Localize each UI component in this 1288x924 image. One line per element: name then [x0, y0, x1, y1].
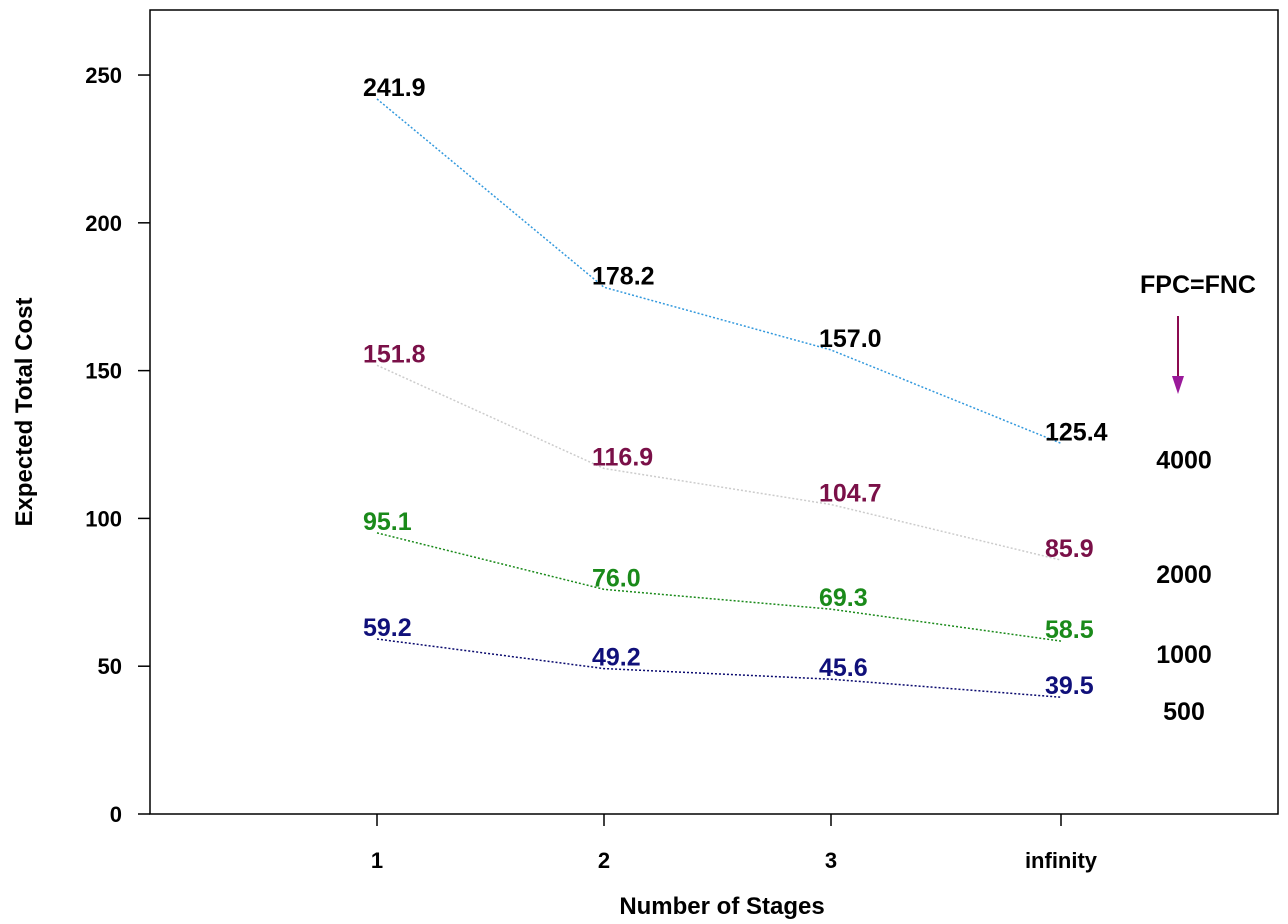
data-label: 45.6 — [819, 654, 868, 682]
data-label: 58.5 — [1045, 616, 1094, 644]
series-line — [376, 638, 1062, 698]
x-axis: 1 2 3 infinity — [371, 814, 1098, 873]
series-line — [376, 98, 1062, 445]
x-tick-label: infinity — [1025, 848, 1098, 873]
y-tick-label: 250 — [85, 63, 122, 88]
data-label: 59.2 — [363, 614, 412, 642]
y-tick-label: 150 — [85, 359, 122, 384]
data-label: 151.8 — [363, 340, 426, 368]
series-name-label: 1000 — [1156, 641, 1212, 669]
y-axis: 0 50 100 150 200 250 — [85, 63, 150, 827]
data-label: 85.9 — [1045, 535, 1094, 563]
data-labels: 241.9 178.2 157.0 125.4 151.8 116.9 104.7 85.9 9… — [363, 74, 1108, 700]
series-lines — [376, 98, 1062, 698]
y-axis-title: Expected Total Cost — [11, 298, 38, 527]
data-label: 241.9 — [363, 74, 426, 102]
data-label: 95.1 — [363, 508, 412, 536]
series-name-label: 2000 — [1156, 561, 1212, 589]
y-tick-label: 100 — [85, 506, 122, 531]
legend-title: FPC=FNC — [1140, 271, 1256, 299]
x-tick-label: 2 — [598, 848, 610, 873]
x-axis-title: Number of Stages — [619, 893, 824, 920]
series-name-labels: 4000 2000 1000 500 — [1156, 446, 1212, 726]
y-tick-label: 200 — [85, 211, 122, 236]
series-line — [376, 364, 1062, 561]
data-label: 104.7 — [819, 480, 882, 508]
series-name-label: 500 — [1163, 698, 1205, 726]
plot-frame — [149, 9, 1279, 815]
series-name-label: 4000 — [1156, 446, 1212, 474]
data-label: 157.0 — [819, 325, 882, 353]
data-label: 125.4 — [1045, 418, 1108, 446]
data-label: 39.5 — [1045, 672, 1094, 700]
x-tick-label: 1 — [371, 848, 383, 873]
data-label: 116.9 — [592, 443, 653, 471]
x-tick-label: 3 — [825, 848, 837, 873]
y-tick-label: 50 — [98, 654, 122, 679]
data-label: 76.0 — [592, 564, 641, 592]
legend-arrow-head — [1172, 376, 1184, 394]
data-label: 69.3 — [819, 584, 868, 612]
data-label: 49.2 — [592, 644, 641, 672]
series-line — [376, 532, 1062, 642]
data-label: 178.2 — [592, 262, 655, 290]
y-tick-label: 0 — [110, 802, 122, 827]
